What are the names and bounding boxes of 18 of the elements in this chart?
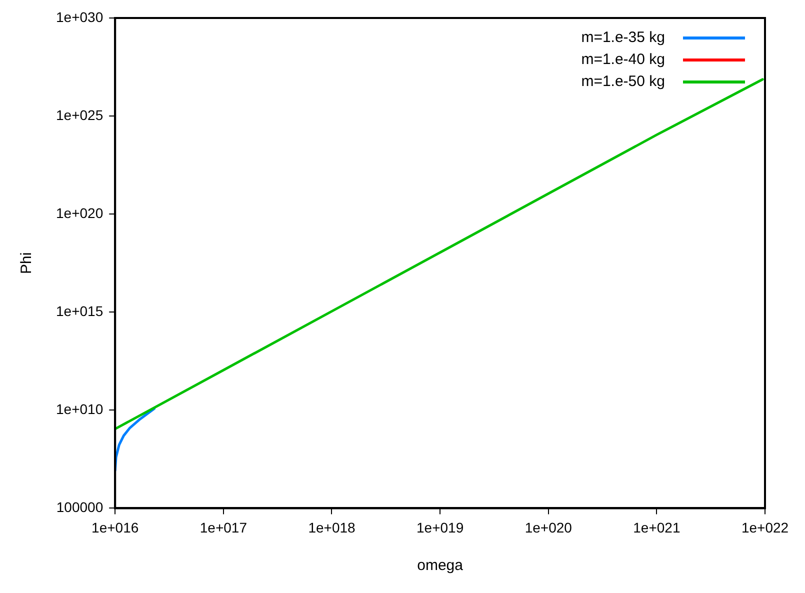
x-tick-label: 1e+018 [308,519,356,536]
y-tick-label: 100000 [56,499,104,516]
x-tick-label: 1e+021 [633,519,680,536]
y-tick-label: 1e+030 [56,8,104,25]
legend-label: m=1.e-50 kg [581,73,665,90]
y-axis-title: Phi [18,252,36,274]
y-tick-label: 1e+010 [56,401,104,418]
y-tick-label: 1e+015 [56,302,104,319]
x-tick-label: 1e+020 [524,519,572,536]
x-tick-label: 1e+017 [200,519,248,536]
x-tick-label: 1e+022 [741,519,789,536]
x-axis-title: omega [417,557,464,574]
x-tick-label: 1e+016 [92,519,139,536]
legend-label: m=1.e-35 kg [581,29,665,46]
y-tick-label: 1e+025 [56,106,104,123]
legend-label: m=1.e-40 kg [581,51,665,68]
y-tick-label: 1e+020 [56,204,104,221]
x-tick-label: 1e+019 [416,519,464,536]
